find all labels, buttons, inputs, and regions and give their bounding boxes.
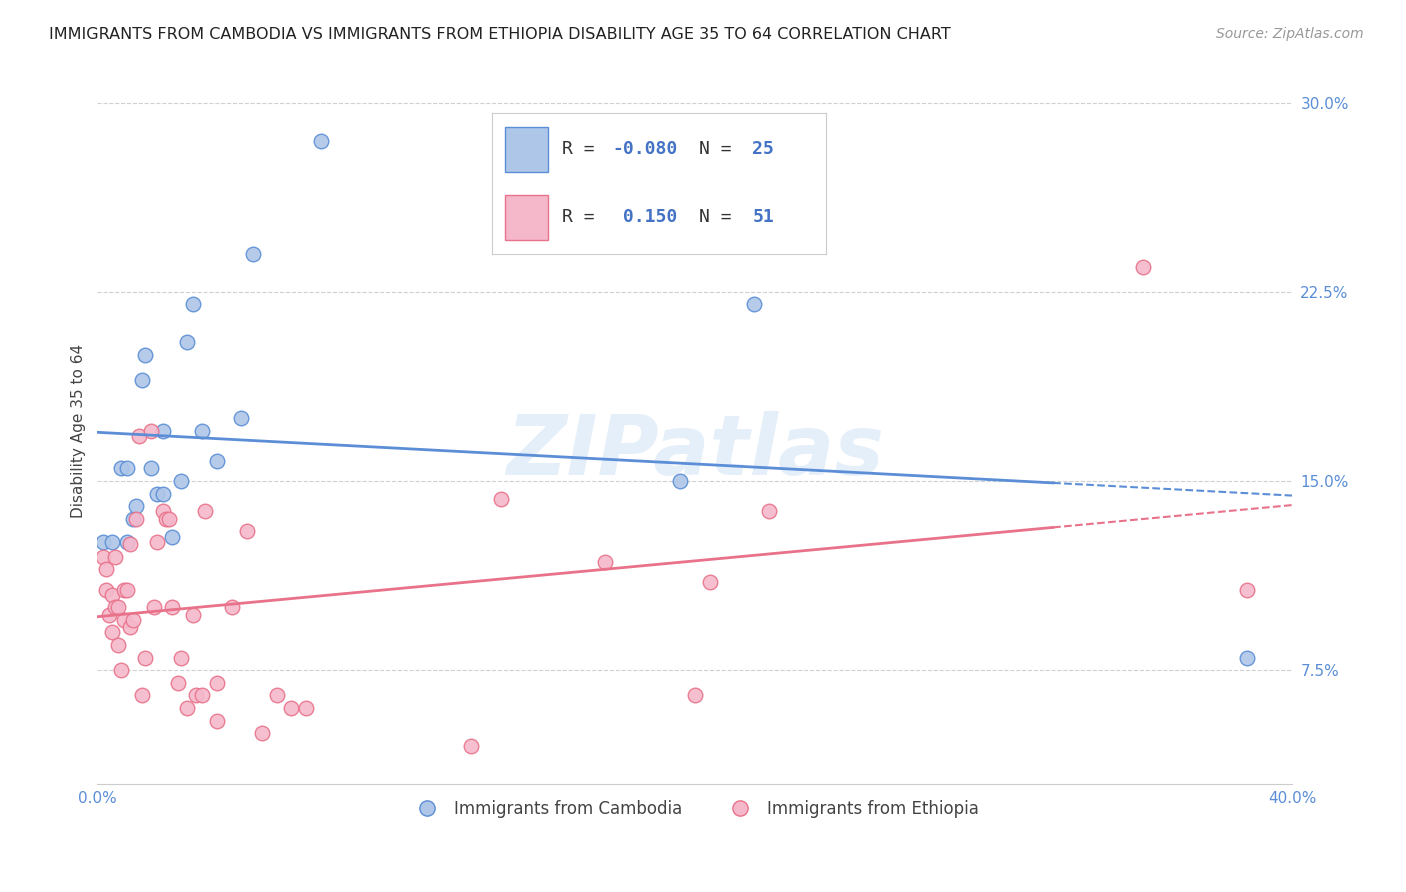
- Point: [170, 650, 193, 665]
- Point: [143, 600, 166, 615]
- Point: [131, 689, 153, 703]
- Text: IMMIGRANTS FROM CAMBODIA VS IMMIGRANTS FROM ETHIOPIA DISABILITY AGE 35 TO 64 COR: IMMIGRANTS FROM CAMBODIA VS IMMIGRANTS F…: [49, 27, 950, 42]
- Point: [250, 726, 273, 740]
- Point: [170, 474, 193, 488]
- Point: [205, 454, 228, 468]
- Point: [146, 486, 169, 500]
- Point: [160, 529, 183, 543]
- Text: Source: ZipAtlas.com: Source: ZipAtlas.com: [1216, 27, 1364, 41]
- Point: [1132, 260, 1154, 274]
- Point: [122, 613, 145, 627]
- Point: [176, 335, 198, 350]
- Point: [184, 689, 207, 703]
- Point: [139, 461, 162, 475]
- Point: [120, 620, 142, 634]
- Point: [91, 549, 114, 564]
- Point: [191, 424, 214, 438]
- Point: [134, 650, 156, 665]
- Point: [122, 512, 145, 526]
- Point: [266, 689, 288, 703]
- Point: [101, 534, 124, 549]
- Point: [128, 428, 150, 442]
- Point: [181, 607, 204, 622]
- Point: [115, 534, 138, 549]
- Point: [112, 613, 135, 627]
- Point: [668, 474, 690, 488]
- Point: [107, 638, 129, 652]
- Point: [131, 373, 153, 387]
- Point: [152, 504, 174, 518]
- Point: [683, 689, 706, 703]
- Point: [115, 461, 138, 475]
- Point: [242, 247, 264, 261]
- Point: [160, 600, 183, 615]
- Point: [125, 512, 148, 526]
- Point: [229, 411, 252, 425]
- Point: [1236, 582, 1258, 597]
- Point: [460, 739, 482, 753]
- Point: [157, 512, 180, 526]
- Point: [280, 701, 302, 715]
- Point: [1236, 650, 1258, 665]
- Point: [104, 600, 127, 615]
- Y-axis label: Disability Age 35 to 64: Disability Age 35 to 64: [72, 343, 86, 517]
- Point: [744, 297, 766, 311]
- Point: [593, 555, 616, 569]
- Point: [699, 574, 721, 589]
- Point: [191, 689, 214, 703]
- Point: [98, 607, 121, 622]
- Point: [155, 512, 177, 526]
- Point: [134, 348, 156, 362]
- Point: [96, 582, 118, 597]
- Point: [115, 582, 138, 597]
- Point: [167, 676, 190, 690]
- Point: [110, 461, 132, 475]
- Point: [101, 588, 124, 602]
- Legend: Immigrants from Cambodia, Immigrants from Ethiopia: Immigrants from Cambodia, Immigrants fro…: [404, 794, 986, 825]
- Point: [221, 600, 243, 615]
- Point: [112, 582, 135, 597]
- Point: [96, 562, 118, 576]
- Point: [101, 625, 124, 640]
- Point: [194, 504, 217, 518]
- Point: [295, 701, 318, 715]
- Point: [205, 714, 228, 728]
- Point: [125, 500, 148, 514]
- Point: [758, 504, 780, 518]
- Point: [489, 491, 512, 506]
- Point: [181, 297, 204, 311]
- Point: [110, 663, 132, 677]
- Point: [235, 524, 257, 539]
- Point: [311, 134, 333, 148]
- Point: [91, 534, 114, 549]
- Point: [152, 486, 174, 500]
- Point: [152, 424, 174, 438]
- Point: [146, 534, 169, 549]
- Text: ZIPatlas: ZIPatlas: [506, 411, 883, 492]
- Point: [139, 424, 162, 438]
- Point: [104, 549, 127, 564]
- Point: [120, 537, 142, 551]
- Point: [205, 676, 228, 690]
- Point: [107, 600, 129, 615]
- Point: [176, 701, 198, 715]
